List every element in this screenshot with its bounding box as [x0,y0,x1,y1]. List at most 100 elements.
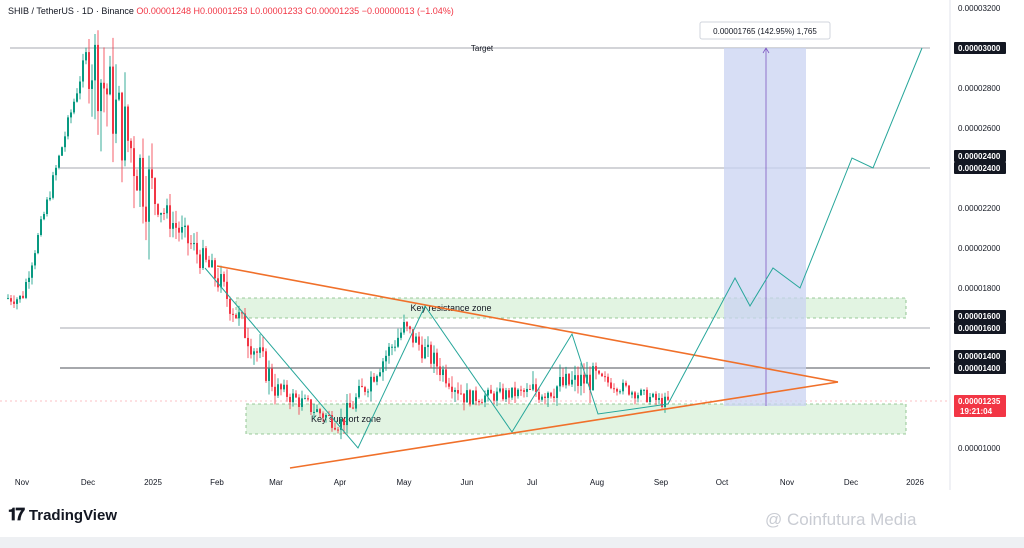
candle-body [250,346,252,355]
candle-body [406,322,408,327]
candle-body [571,379,573,385]
candle-body [589,374,591,391]
symbol-label[interactable]: SHIB / TetherUS · 1D · Binance [8,6,134,16]
candle-body [505,390,507,400]
candle-body [91,80,93,89]
candle-body [106,88,108,95]
candle-body [262,347,264,352]
target-measure-box[interactable] [724,48,806,406]
candle-body [364,387,366,392]
candle-body [454,390,456,392]
candle-body [547,392,549,398]
x-tick-label: Apr [334,478,347,487]
candle-body [619,391,621,393]
resistance-zone-label: Key resistance zone [410,303,491,313]
lower-trendline[interactable] [289,381,839,469]
candle-body [388,346,390,356]
candle-body [49,197,51,200]
measure-label-box [699,21,831,40]
projection-path[interactable] [667,47,923,405]
candle-body [13,301,15,304]
x-tick-label: Nov [15,478,29,487]
x-tick-label: Mar [269,478,283,487]
candle-body [520,389,522,391]
candle-body [79,81,81,94]
candle-body [268,368,270,381]
candle-body [190,243,192,245]
candle-body [154,178,156,205]
candle-body [319,409,321,414]
y-tick-label: 0.00002000 [958,244,1001,253]
x-tick-label: Oct [716,478,729,487]
candle-body [196,242,198,255]
candle-body [211,260,213,268]
candle-body [61,147,63,156]
candle-body [199,254,201,269]
candle-body [562,377,564,386]
candle-body [355,397,357,409]
candle-body [283,384,285,390]
tag-1600-a-bg [954,310,1006,322]
candle-body [556,386,558,398]
candle-body [172,223,174,229]
x-tick-label: Aug [590,478,604,487]
candle-body [181,227,183,233]
candle-body [157,204,159,215]
candle-body [529,388,531,390]
candle-body [229,298,231,314]
candle-body [166,205,168,214]
candle-body [592,366,594,391]
candle-body [94,44,96,81]
y-tick-label: 0.00003200 [958,4,1001,13]
candle-body [313,411,315,413]
target-level-label: Target [471,44,494,53]
candle-body [331,415,333,428]
tradingview-brand[interactable]: 𝟏𝟕 TradingView [8,505,117,525]
candle-body [433,352,435,364]
candle-body [637,395,639,399]
candle-body [475,390,477,401]
candle-body [538,391,540,400]
tag-1400-b-bg [954,362,1006,374]
bottom-bar [0,537,1024,548]
candle-body [469,390,471,405]
candle-body [484,395,486,403]
countdown-tag: 19:21:04 [960,407,993,416]
tag-1600-a: 0.00001600 [958,312,1001,321]
tradingview-logo-icon: 𝟏𝟕 [8,505,25,524]
candle-body [40,219,42,235]
candle-body [253,351,255,355]
candle-body [523,390,525,392]
candle-body [22,295,24,298]
candle-body [325,414,327,418]
current-price-tag: 0.00001235 [958,397,1001,406]
candle-body [31,265,33,278]
x-tick-label: Nov [780,478,794,487]
candle-body [277,384,279,396]
candle-body [628,385,630,395]
candle-body [424,347,426,359]
candle-body [373,376,375,382]
candle-body [436,352,438,367]
candle-body [409,326,411,330]
watermark: @ Coinfutura Media [765,510,917,529]
candle-body [298,397,300,407]
candle-body [328,414,330,416]
candle-body [175,223,177,228]
candle-body [541,396,543,400]
candle-body [187,225,189,244]
zigzag-path[interactable] [204,267,669,449]
candle-body [169,205,171,229]
close-value: C0.00001235 [305,6,360,16]
candle-body [358,385,360,398]
candle-body [535,384,537,392]
candle-body [532,384,534,390]
candle-body [73,101,75,113]
candle-body [259,347,261,353]
low-value: L0.00001233 [250,6,303,16]
candle-body [667,396,669,400]
candle-body [661,398,663,407]
y-tick-label: 0.00001000 [958,444,1001,453]
upper-trendline[interactable] [216,265,839,383]
